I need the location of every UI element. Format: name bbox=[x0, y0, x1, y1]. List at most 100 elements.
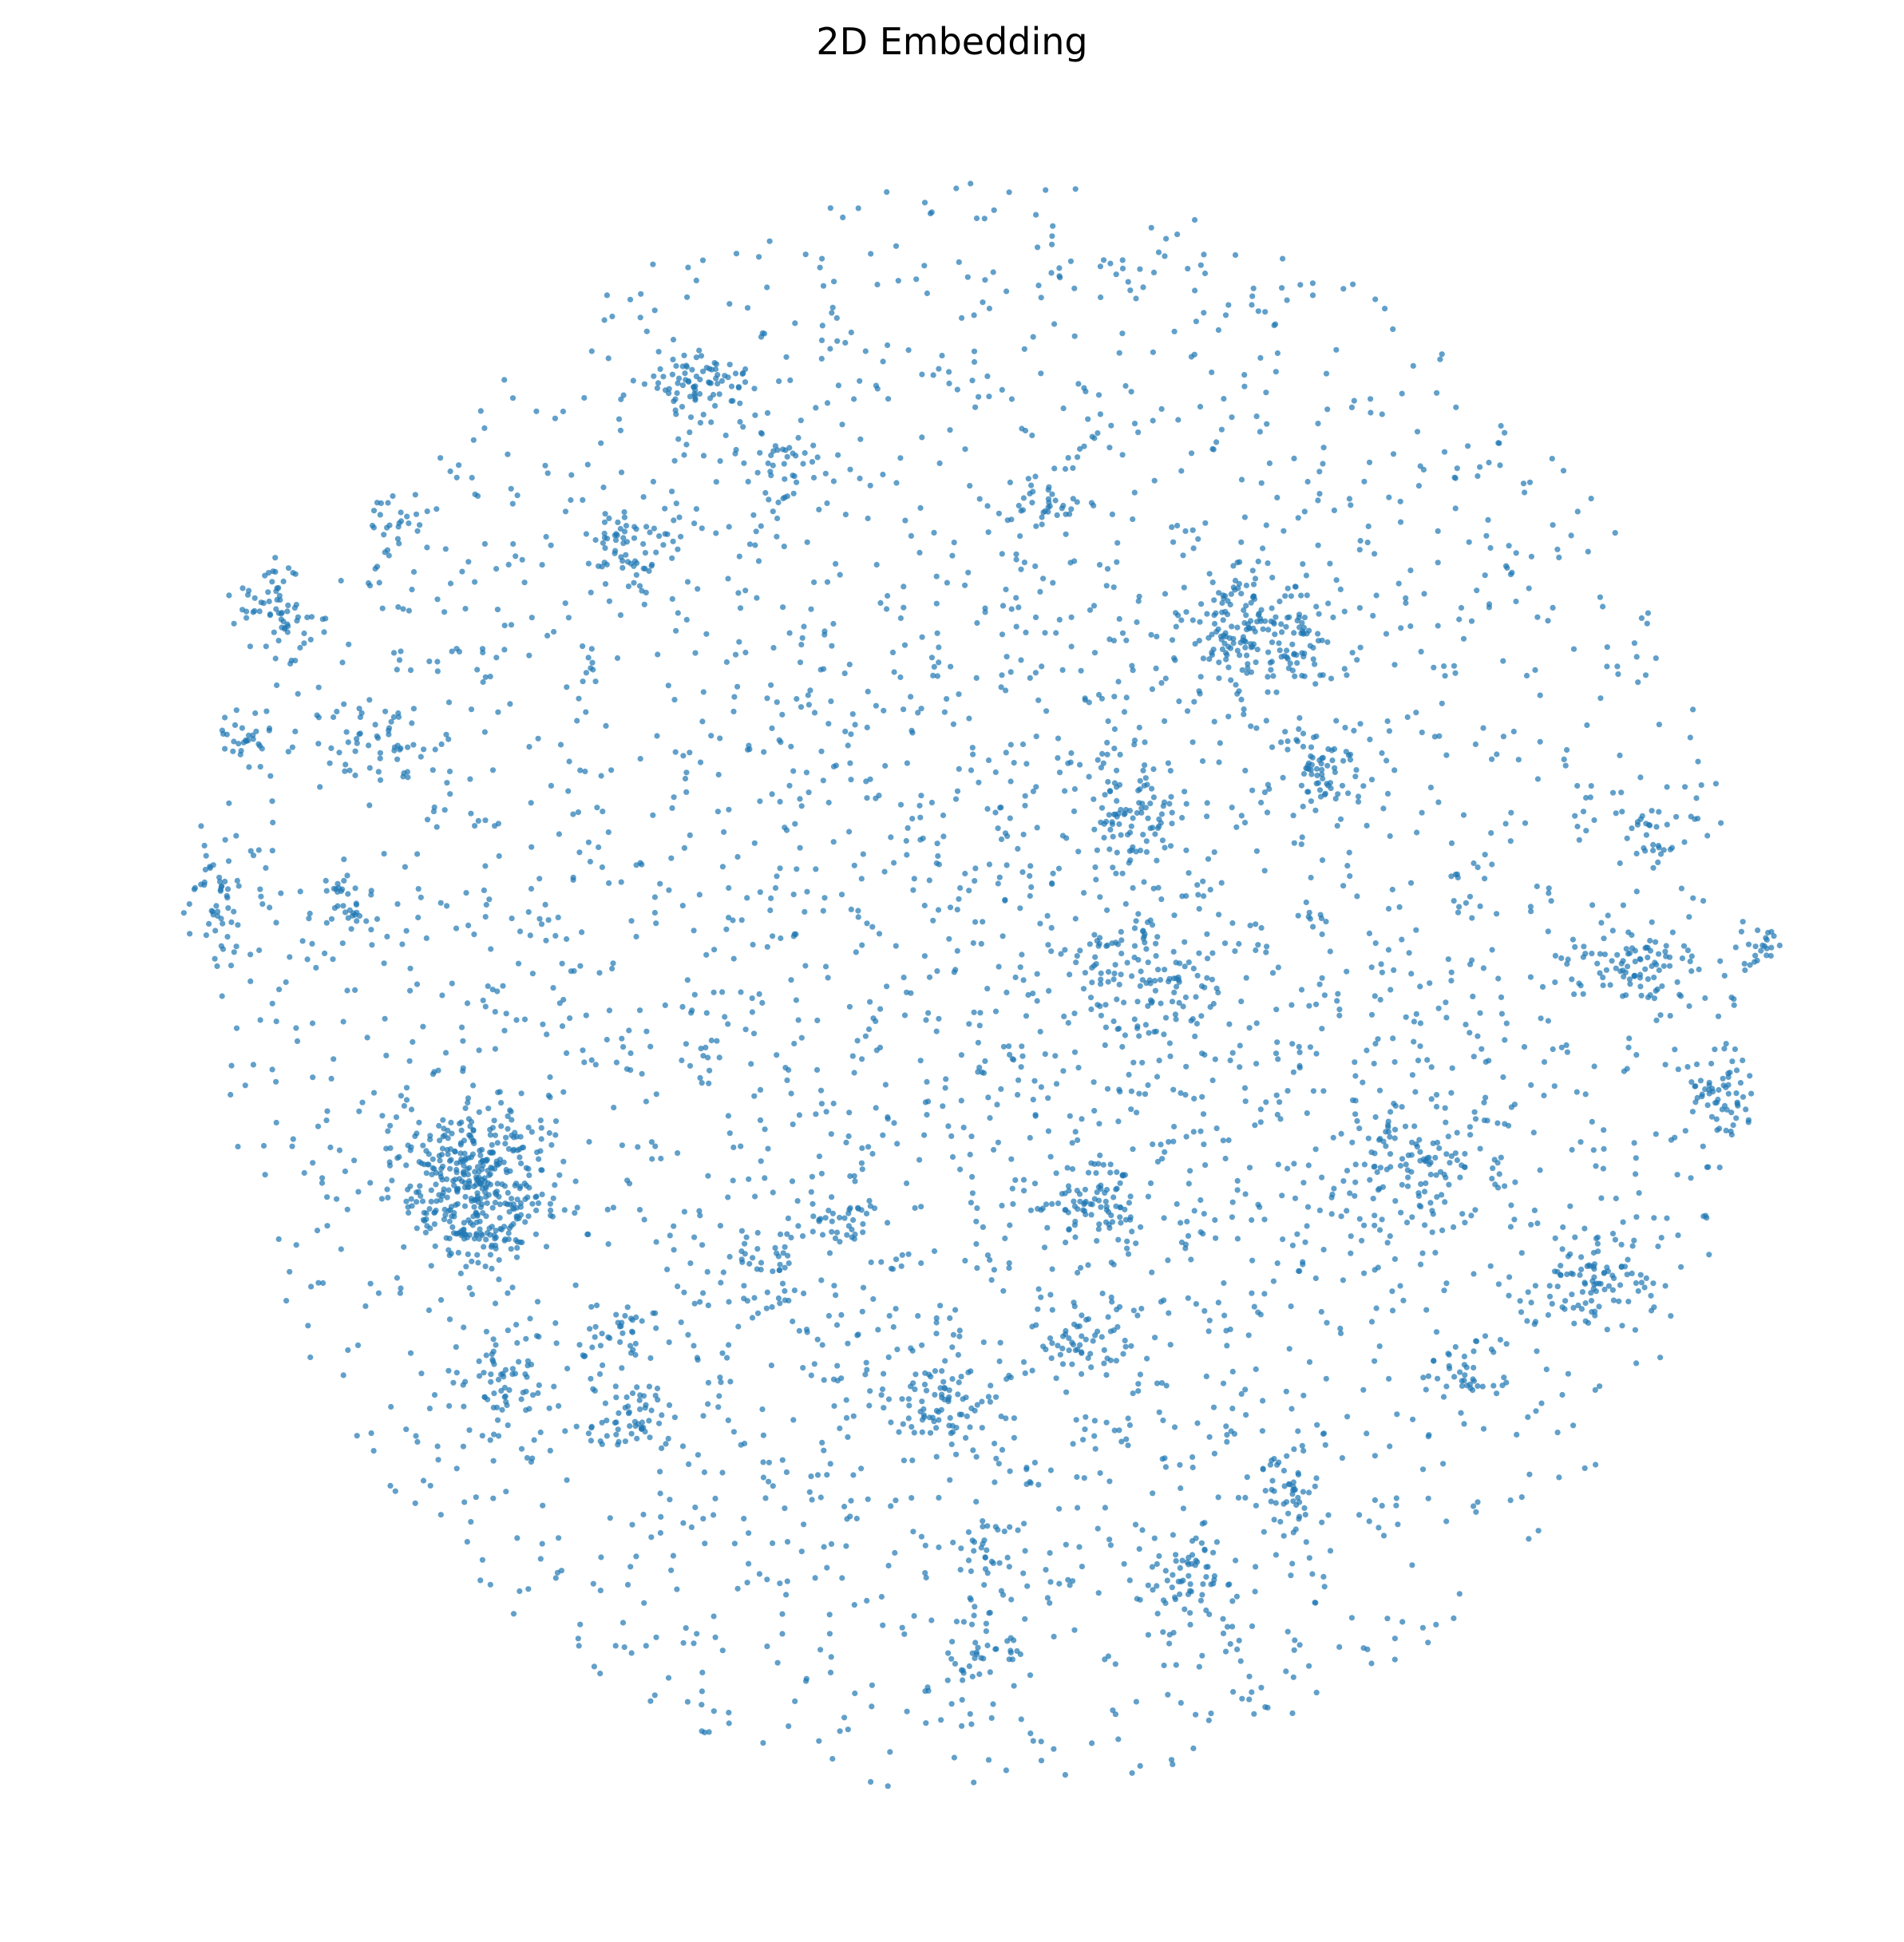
scatter-point bbox=[1508, 1104, 1514, 1110]
scatter-point bbox=[436, 1192, 442, 1198]
scatter-point bbox=[1245, 661, 1251, 667]
scatter-point bbox=[1121, 709, 1128, 715]
scatter-point bbox=[1456, 904, 1463, 910]
scatter-point bbox=[827, 346, 833, 352]
scatter-point bbox=[1105, 778, 1111, 785]
scatter-point bbox=[1486, 459, 1492, 466]
scatter-point bbox=[1482, 1333, 1489, 1339]
scatter-point bbox=[821, 1447, 827, 1454]
scatter-point bbox=[1319, 931, 1325, 938]
scatter-point bbox=[1434, 1194, 1440, 1200]
scatter-point bbox=[1106, 846, 1113, 852]
scatter-point bbox=[1285, 1088, 1291, 1094]
scatter-point bbox=[801, 1521, 807, 1528]
scatter-point bbox=[423, 935, 429, 941]
scatter-point bbox=[431, 1221, 438, 1228]
scatter-point bbox=[1582, 1300, 1589, 1307]
scatter-point bbox=[1173, 1552, 1179, 1558]
scatter-point bbox=[742, 649, 749, 656]
scatter-point bbox=[1063, 1240, 1069, 1246]
scatter-point bbox=[1055, 865, 1063, 872]
scatter-point bbox=[1253, 413, 1260, 420]
scatter-point bbox=[726, 884, 732, 892]
scatter-point bbox=[1079, 1312, 1085, 1319]
scatter-point bbox=[1252, 628, 1258, 635]
scatter-point bbox=[446, 1157, 453, 1165]
scatter-point bbox=[1142, 775, 1149, 781]
scatter-point bbox=[1285, 738, 1291, 745]
scatter-point bbox=[1441, 1287, 1447, 1294]
scatter-point bbox=[833, 1229, 841, 1236]
scatter-point bbox=[1463, 900, 1469, 906]
scatter-point bbox=[1317, 672, 1324, 678]
scatter-point bbox=[826, 1612, 833, 1618]
scatter-point bbox=[345, 915, 351, 921]
scatter-point bbox=[1473, 1509, 1479, 1515]
scatter-point bbox=[1552, 1235, 1558, 1241]
scatter-point bbox=[810, 1213, 817, 1220]
scatter-point bbox=[309, 1020, 316, 1026]
scatter-point bbox=[1633, 1155, 1639, 1161]
scatter-point bbox=[750, 1030, 758, 1037]
scatter-point bbox=[1352, 1059, 1358, 1066]
scatter-point bbox=[1308, 798, 1314, 805]
scatter-point bbox=[943, 1076, 949, 1082]
scatter-point bbox=[769, 791, 775, 797]
scatter-point bbox=[1096, 691, 1102, 698]
scatter-point bbox=[1601, 1127, 1607, 1133]
scatter-point bbox=[967, 483, 973, 489]
scatter-point bbox=[822, 1215, 829, 1221]
scatter-point bbox=[1353, 767, 1360, 773]
chart-title: 2D Embedding bbox=[816, 20, 1088, 63]
scatter-point bbox=[671, 1247, 677, 1253]
scatter-point bbox=[290, 1136, 296, 1142]
scatter-point bbox=[684, 1699, 691, 1705]
scatter-point bbox=[1245, 665, 1251, 671]
scatter-point bbox=[974, 619, 980, 627]
scatter-point bbox=[1344, 863, 1351, 869]
scatter-point bbox=[1042, 1051, 1048, 1058]
scatter-point bbox=[1017, 905, 1023, 912]
scatter-point bbox=[1531, 1207, 1538, 1213]
scatter-point bbox=[1124, 1245, 1130, 1252]
scatter-point bbox=[657, 366, 663, 372]
scatter-point bbox=[1155, 967, 1162, 973]
scatter-point bbox=[925, 1010, 932, 1016]
scatter-point bbox=[473, 1494, 479, 1501]
scatter-point bbox=[1083, 1414, 1089, 1420]
scatter-point bbox=[1253, 1020, 1260, 1026]
scatter-point bbox=[1319, 1174, 1325, 1181]
scatter-point bbox=[695, 586, 701, 592]
scatter-point bbox=[224, 934, 231, 940]
scatter-point bbox=[598, 440, 604, 446]
scatter-point bbox=[1087, 995, 1095, 1001]
scatter-point bbox=[1740, 1057, 1746, 1064]
scatter-point bbox=[1692, 1099, 1699, 1105]
scatter-point bbox=[1095, 943, 1102, 949]
scatter-point bbox=[510, 1611, 517, 1617]
scatter-point bbox=[1160, 1629, 1166, 1635]
scatter-point bbox=[1651, 975, 1657, 981]
scatter-point bbox=[1655, 859, 1661, 865]
scatter-point bbox=[568, 472, 575, 478]
scatter-point bbox=[394, 901, 401, 908]
scatter-point bbox=[1152, 831, 1158, 837]
scatter-point bbox=[1318, 1308, 1324, 1315]
scatter-point bbox=[528, 1129, 535, 1135]
scatter-point bbox=[933, 1454, 940, 1460]
scatter-point bbox=[981, 1582, 988, 1588]
scatter-point bbox=[784, 1539, 791, 1545]
scatter-point bbox=[243, 737, 249, 744]
scatter-point bbox=[1106, 1537, 1113, 1543]
scatter-point bbox=[1011, 1683, 1017, 1689]
scatter-point bbox=[385, 1128, 391, 1134]
scatter-point bbox=[979, 1398, 985, 1405]
scatter-point bbox=[1111, 971, 1118, 977]
scatter-point bbox=[632, 1340, 639, 1347]
scatter-point bbox=[1498, 1011, 1505, 1017]
scatter-point bbox=[191, 886, 197, 892]
scatter-point bbox=[1188, 450, 1195, 457]
scatter-point bbox=[1366, 930, 1372, 936]
scatter-point bbox=[845, 1223, 852, 1229]
